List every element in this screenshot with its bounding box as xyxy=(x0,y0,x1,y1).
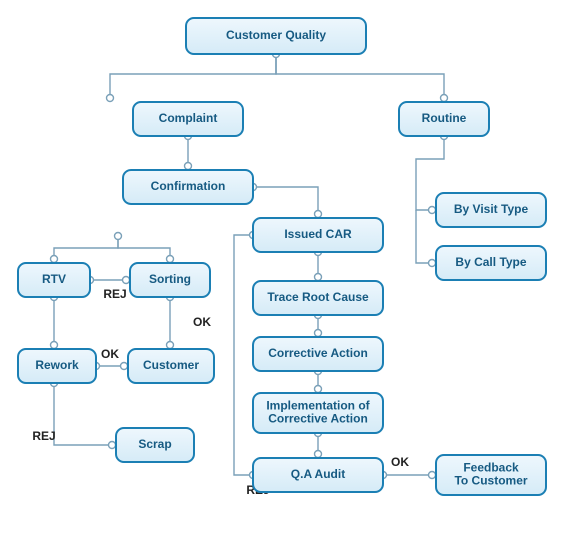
node-confirmation: Confirmation xyxy=(123,170,253,204)
node-label-impl: Corrective Action xyxy=(268,412,368,426)
node-label-complaint: Complaint xyxy=(159,111,218,125)
connector-dot xyxy=(121,363,128,370)
node-sorting: Sorting xyxy=(130,263,210,297)
connector-dot xyxy=(429,260,436,267)
connector-dot xyxy=(51,256,58,263)
edge-routine-bycall xyxy=(416,210,432,263)
node-issuedcar: Issued CAR xyxy=(253,218,383,252)
node-trace: Trace Root Cause xyxy=(253,281,383,315)
node-impl: Implementation ofCorrective Action xyxy=(253,393,383,433)
connector-dot xyxy=(441,95,448,102)
connector-dot xyxy=(429,472,436,479)
connector-dot xyxy=(429,207,436,214)
flowchart-canvas: OKREJREJOKOKREJ Customer QualityComplain… xyxy=(0,0,571,533)
edge-label-rework-customer: OK xyxy=(101,347,119,361)
node-label-issuedcar: Issued CAR xyxy=(284,227,352,241)
node-root: Customer Quality xyxy=(186,18,366,54)
connector-dot xyxy=(107,95,114,102)
node-bycall: By Call Type xyxy=(436,246,546,280)
node-routine: Routine xyxy=(399,102,489,136)
node-rtv: RTV xyxy=(18,263,90,297)
nodes-layer: Customer Quality Complaint Routine Confirma… xyxy=(18,18,546,495)
connector-dot xyxy=(315,386,322,393)
edge-split-left xyxy=(54,236,118,259)
connector-dot xyxy=(109,442,116,449)
node-scrap: Scrap xyxy=(116,428,194,462)
connector-dot xyxy=(315,330,322,337)
node-label-customer: Customer xyxy=(143,358,199,372)
node-label-corrective: Corrective Action xyxy=(268,346,368,360)
node-label-feedback: Feedback xyxy=(463,461,519,475)
edge-root-complaint xyxy=(110,54,276,98)
node-label-root: Customer Quality xyxy=(226,28,326,42)
node-label-feedback: To Customer xyxy=(454,474,527,488)
edge-label-qa-feedback: OK xyxy=(391,455,409,469)
node-label-routine: Routine xyxy=(422,111,467,125)
edge-label-rtv-sorting: REJ xyxy=(103,287,126,301)
edge-label-sorting-customer: OK xyxy=(193,315,211,329)
node-label-rtv: RTV xyxy=(42,272,66,286)
node-label-bycall: By Call Type xyxy=(455,255,526,269)
connector-dot xyxy=(115,233,122,240)
edge-label-rework-scrap: REJ xyxy=(32,429,55,443)
connector-dot xyxy=(315,211,322,218)
node-feedback: FeedbackTo Customer xyxy=(436,455,546,495)
connector-dot xyxy=(315,451,322,458)
node-customer: Customer xyxy=(128,349,214,383)
node-label-trace: Trace Root Cause xyxy=(267,290,369,304)
connector-dot xyxy=(185,163,192,170)
connector-dot xyxy=(167,342,174,349)
edge-split-right xyxy=(118,236,170,259)
connector-dot xyxy=(167,256,174,263)
node-rework: Rework xyxy=(18,349,96,383)
node-corrective: Corrective Action xyxy=(253,337,383,371)
connector-dot xyxy=(123,277,130,284)
node-label-rework: Rework xyxy=(35,358,79,372)
edge-qa-rej-loop xyxy=(234,235,253,475)
node-byvisit: By Visit Type xyxy=(436,193,546,227)
node-qaaudit: Q.A Audit xyxy=(253,458,383,492)
node-label-confirmation: Confirmation xyxy=(151,179,226,193)
node-label-impl: Implementation of xyxy=(266,399,370,413)
node-label-byvisit: By Visit Type xyxy=(454,202,529,216)
edge-rework-scrap xyxy=(54,383,112,445)
connector-dot xyxy=(315,274,322,281)
edge-confirmation-issuedcar xyxy=(253,187,318,214)
edge-root-routine xyxy=(276,54,444,98)
node-label-sorting: Sorting xyxy=(149,272,191,286)
node-label-qaaudit: Q.A Audit xyxy=(291,467,345,481)
node-complaint: Complaint xyxy=(133,102,243,136)
node-label-scrap: Scrap xyxy=(138,437,171,451)
connector-dot xyxy=(51,342,58,349)
